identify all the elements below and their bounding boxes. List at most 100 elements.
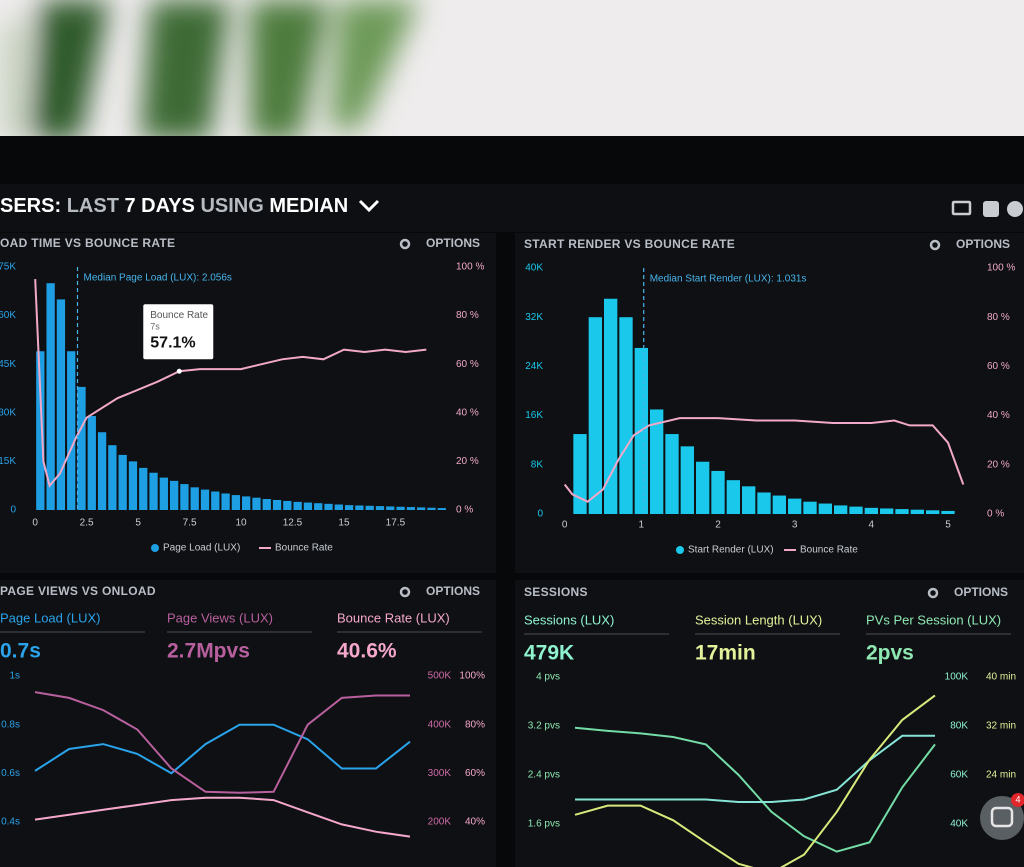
y3-tick-label: 40% (465, 817, 485, 828)
help-icon[interactable] (1007, 201, 1023, 217)
y-tick-label: 2.4 pvs (528, 770, 560, 781)
chat-button[interactable] (980, 796, 1024, 840)
bar (680, 446, 694, 514)
bar (242, 496, 251, 510)
bar (619, 317, 633, 514)
y3-tick-label: 60% (465, 768, 485, 779)
bar (588, 317, 602, 514)
header-bar (0, 184, 1024, 232)
bar (149, 472, 158, 510)
bar (200, 489, 210, 510)
chat-badge (1011, 793, 1024, 807)
bar (36, 351, 45, 510)
y-tick-label: 3.2 pvs (528, 721, 560, 732)
options-gear (927, 587, 939, 599)
line-series (563, 417, 965, 503)
legend-label: Bounce Rate (275, 543, 333, 554)
options-button[interactable]: OPTIONS (954, 585, 1008, 599)
header-title-part: LAST (67, 195, 119, 217)
bar (417, 507, 426, 510)
bar (818, 503, 832, 514)
panel-title: START RENDER VS BOUNCE RATE (524, 237, 735, 251)
y-tick-label: 32K (525, 312, 543, 323)
bar (355, 505, 364, 510)
panel-title: SESSIONS (524, 585, 588, 599)
y-tick-label: 75K (0, 262, 16, 273)
header-title-part: 7 DAYS (124, 195, 194, 217)
line-series (34, 691, 410, 794)
options-button[interactable]: OPTIONS (426, 236, 480, 250)
x-tick-label: 5 (135, 518, 141, 529)
line-series (34, 723, 411, 775)
chat-icon (990, 806, 1014, 828)
bar (726, 480, 740, 514)
y2-tick-label: 100K (945, 672, 969, 683)
y-tick-label: 0.6s (1, 768, 20, 779)
bar (303, 502, 313, 510)
bar (77, 386, 86, 510)
y2-tick-label: 0 % (456, 505, 473, 516)
y-tick-label: 1s (9, 671, 20, 682)
tooltip-title: Bounce Rate (150, 310, 208, 321)
line-series (575, 734, 935, 803)
kpi-label: Bounce Rate (LUX) (337, 610, 450, 625)
bar (696, 461, 710, 514)
bar (788, 498, 802, 514)
bar (139, 467, 148, 510)
dropdown-chevron[interactable] (358, 199, 380, 213)
bar (849, 506, 863, 514)
bar (711, 470, 725, 514)
options-gear (399, 586, 411, 598)
header-title-part: MEDIAN (269, 195, 348, 217)
bar (293, 501, 302, 510)
x-tick-label: 3 (792, 520, 798, 531)
y-tick-label: 8K (531, 459, 544, 470)
x-tick-label: 12.5 (283, 518, 303, 529)
tooltip-box (143, 304, 214, 360)
bar (665, 434, 679, 514)
y-tick-label: 0 (537, 509, 543, 520)
y3-tick-label: 100% (459, 671, 485, 682)
legend-swatch (151, 544, 159, 552)
hover-point (176, 368, 182, 374)
bar (87, 416, 96, 510)
x-tick-label: 2.5 (80, 518, 94, 529)
y2-tick-label: 40 % (456, 407, 479, 418)
kpi-value: 40.6% (337, 640, 397, 663)
y-tick-label: 24K (525, 361, 543, 372)
bar (880, 508, 894, 514)
kpi-value: 2pvs (866, 642, 914, 665)
x-tick-label: 0 (32, 518, 38, 529)
bar (46, 283, 55, 510)
kpi-value: 2.7Mpvs (167, 640, 250, 663)
bar (864, 507, 878, 514)
bar (757, 492, 771, 514)
y3-tick-label: 32 min (986, 721, 1016, 732)
bar (314, 503, 323, 510)
median-label: Median Start Render (LUX): 1.031s (650, 274, 807, 285)
kpi-label: Page Views (LUX) (167, 610, 273, 625)
line-series (574, 726, 936, 853)
bar (941, 510, 955, 514)
options-gear (929, 239, 941, 251)
share-icon[interactable] (983, 201, 999, 217)
header-icons (358, 199, 1023, 217)
y-tick-label: 15K (0, 456, 16, 467)
x-tick-label: 17.5 (386, 518, 406, 529)
header-title-part: USING (200, 195, 263, 217)
panel-title: OAD TIME VS BOUNCE RATE (0, 236, 175, 250)
chat-widget[interactable]: 4 (980, 793, 1024, 840)
options-button[interactable]: OPTIONS (956, 237, 1010, 251)
header-title-part: SERS: (0, 195, 61, 217)
kpi-label: Session Length (LUX) (695, 612, 822, 627)
bar (910, 509, 924, 514)
panel (515, 580, 1024, 867)
display-icon[interactable] (951, 200, 972, 216)
y2-tick-label: 100 % (987, 263, 1015, 274)
header-title: SERS: LAST 7 DAYS USING MEDIAN (0, 195, 348, 217)
y-tick-label: 4 pvs (536, 672, 560, 683)
y2-tick-label: 80K (950, 721, 968, 732)
kpi-label: PVs Per Session (LUX) (866, 612, 1001, 627)
options-button[interactable]: OPTIONS (426, 584, 480, 598)
bar (926, 510, 940, 514)
